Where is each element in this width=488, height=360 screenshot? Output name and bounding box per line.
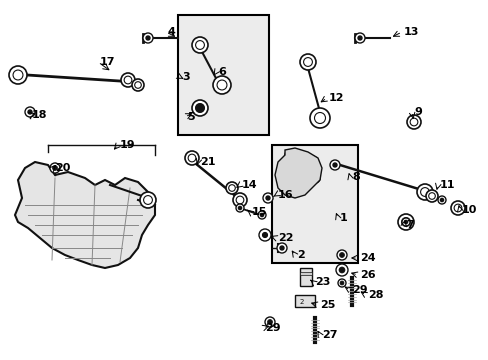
Circle shape: [232, 193, 246, 207]
Text: 1: 1: [339, 213, 347, 223]
Text: 23: 23: [314, 277, 330, 287]
Circle shape: [416, 184, 432, 200]
Circle shape: [440, 198, 443, 202]
Circle shape: [450, 201, 464, 215]
Text: 29: 29: [351, 285, 367, 295]
Circle shape: [357, 36, 361, 40]
Text: 2: 2: [296, 250, 304, 260]
Circle shape: [280, 246, 284, 250]
Polygon shape: [274, 148, 321, 198]
Circle shape: [305, 156, 317, 168]
Text: 26: 26: [359, 270, 375, 280]
Circle shape: [258, 211, 265, 219]
Bar: [299, 272, 311, 275]
Circle shape: [276, 243, 286, 253]
Circle shape: [276, 173, 286, 183]
Circle shape: [406, 115, 420, 129]
Circle shape: [338, 267, 345, 273]
Circle shape: [309, 108, 329, 128]
Circle shape: [121, 73, 135, 87]
Circle shape: [309, 173, 319, 183]
Circle shape: [196, 104, 203, 112]
Circle shape: [339, 281, 343, 285]
Circle shape: [192, 100, 207, 116]
Text: 21: 21: [200, 157, 215, 167]
Circle shape: [397, 214, 413, 230]
Circle shape: [9, 66, 27, 84]
Circle shape: [260, 213, 263, 217]
Text: 28: 28: [367, 290, 383, 300]
Circle shape: [285, 150, 294, 160]
Text: 10: 10: [461, 205, 476, 215]
Circle shape: [142, 33, 153, 43]
Circle shape: [401, 218, 409, 226]
Circle shape: [28, 110, 32, 114]
Text: 9: 9: [413, 107, 421, 117]
Text: 13: 13: [403, 27, 419, 37]
Text: 14: 14: [242, 180, 257, 190]
Text: 7: 7: [405, 220, 413, 230]
Circle shape: [264, 317, 274, 327]
Circle shape: [192, 37, 207, 53]
Text: 20: 20: [55, 163, 70, 173]
Circle shape: [267, 320, 272, 324]
Circle shape: [339, 252, 344, 257]
Text: 3: 3: [182, 72, 189, 82]
Bar: [271, 145, 357, 263]
Circle shape: [52, 166, 58, 171]
Text: 11: 11: [439, 180, 454, 190]
Text: 16: 16: [278, 190, 293, 200]
Circle shape: [132, 79, 143, 91]
Circle shape: [225, 182, 238, 194]
Circle shape: [437, 196, 445, 204]
Circle shape: [213, 76, 230, 94]
Circle shape: [259, 229, 270, 241]
Circle shape: [236, 204, 244, 212]
Circle shape: [299, 54, 315, 70]
Circle shape: [50, 163, 60, 173]
Circle shape: [337, 279, 346, 287]
Circle shape: [404, 220, 407, 224]
Circle shape: [146, 36, 150, 40]
Circle shape: [329, 160, 339, 170]
Text: 29: 29: [264, 323, 280, 333]
Text: 27: 27: [321, 330, 337, 340]
Text: 15: 15: [251, 207, 267, 217]
Text: 12: 12: [328, 93, 344, 103]
Text: 4: 4: [168, 27, 176, 37]
Bar: [178, 15, 268, 135]
Text: 2: 2: [299, 299, 304, 305]
Polygon shape: [15, 162, 155, 268]
Circle shape: [425, 190, 437, 202]
Bar: [294, 295, 314, 307]
Circle shape: [265, 196, 269, 200]
Circle shape: [25, 107, 35, 117]
Circle shape: [335, 264, 347, 276]
Circle shape: [289, 187, 299, 197]
Bar: [299, 268, 311, 286]
Circle shape: [140, 192, 156, 208]
Circle shape: [263, 193, 272, 203]
Text: 25: 25: [319, 300, 335, 310]
Text: 22: 22: [278, 233, 293, 243]
Circle shape: [336, 250, 346, 260]
Text: 24: 24: [359, 253, 375, 263]
Text: 18: 18: [32, 110, 47, 120]
Circle shape: [262, 233, 267, 237]
Circle shape: [332, 163, 336, 167]
Circle shape: [354, 33, 364, 43]
Circle shape: [184, 151, 199, 165]
Text: 6: 6: [218, 67, 225, 77]
Circle shape: [238, 206, 241, 210]
Text: 19: 19: [120, 140, 135, 150]
Text: 17: 17: [100, 57, 115, 67]
Text: 5: 5: [186, 112, 194, 122]
Text: 8: 8: [351, 172, 359, 182]
